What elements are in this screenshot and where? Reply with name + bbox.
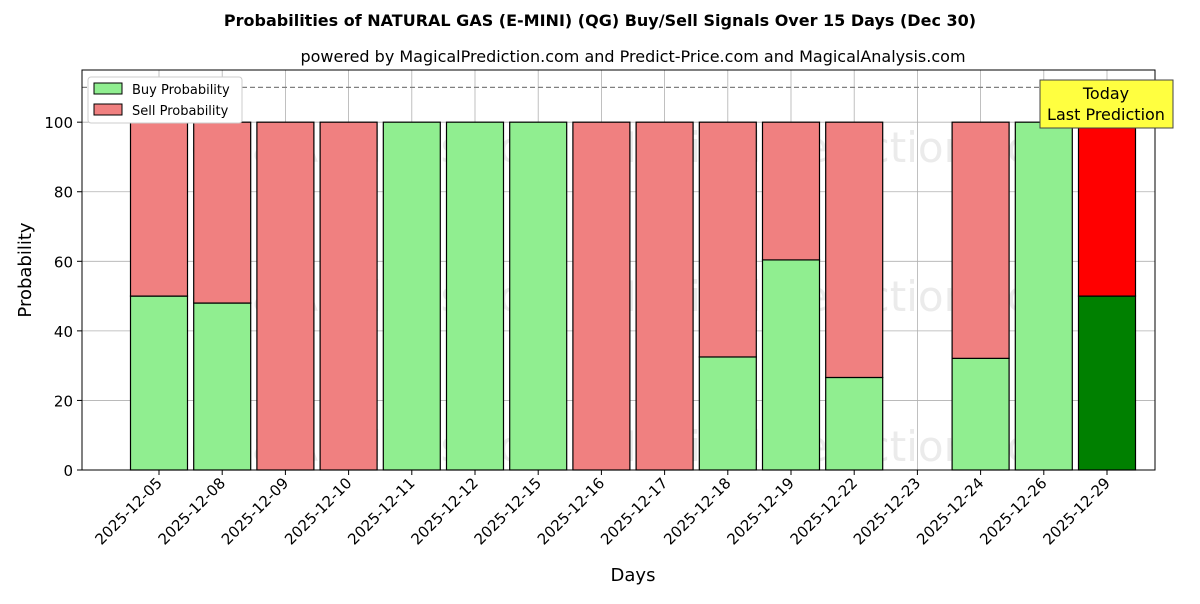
buy-bar xyxy=(761,259,821,471)
x-axis-label: Days xyxy=(611,565,656,586)
y-tick-label: 60 xyxy=(54,253,73,271)
sell-bar xyxy=(129,121,189,297)
sell-bar xyxy=(193,121,252,304)
x-tick-label: 2025-12-17 xyxy=(597,474,671,548)
x-tick-label: 2025-12-11 xyxy=(344,474,418,548)
chart-subtitle: powered by MagicalPrediction.com and Pre… xyxy=(300,47,965,66)
buy-bar xyxy=(129,295,189,471)
y-tick-label: 40 xyxy=(54,323,73,341)
sell-bar xyxy=(761,121,821,261)
y-tick-label: 0 xyxy=(63,462,73,480)
y-tick-label: 20 xyxy=(54,392,73,410)
sell-bar xyxy=(256,121,315,471)
x-tick-label: 2025-12-23 xyxy=(850,474,924,548)
buy-bar xyxy=(509,121,568,471)
buy-bar xyxy=(1077,295,1137,471)
sell-bar xyxy=(1077,121,1137,297)
sell-bar xyxy=(698,121,757,358)
sell-bar xyxy=(825,121,884,379)
y-tick-label: 80 xyxy=(54,184,73,202)
x-tick-label: 2025-12-24 xyxy=(913,474,987,548)
x-tick-label: 2025-12-10 xyxy=(281,474,355,548)
legend-swatch-sell xyxy=(93,103,123,116)
x-tick-label: 2025-12-08 xyxy=(155,474,229,548)
x-tick-label: 2025-12-26 xyxy=(976,474,1050,548)
x-tick-label: 2025-12-19 xyxy=(723,474,797,548)
legend-label-buy: Buy Probability xyxy=(132,83,230,98)
x-tick-label: 2025-12-12 xyxy=(407,474,481,548)
sell-bar xyxy=(319,121,378,471)
legend: Buy Probability Sell Probability xyxy=(87,76,243,124)
x-tick-label: 2025-12-22 xyxy=(787,474,861,548)
y-tick-label: 100 xyxy=(44,114,73,132)
annotation-line-1: Today xyxy=(1082,84,1129,103)
today-annotation: Today Last Prediction xyxy=(1039,79,1174,129)
sell-bar xyxy=(635,121,694,471)
chart-title: Probabilities of NATURAL GAS (E-MINI) (Q… xyxy=(224,11,976,30)
x-tick-label: 2025-12-16 xyxy=(534,474,608,548)
buy-bar xyxy=(382,121,441,471)
x-tick-label: 2025-12-18 xyxy=(660,474,734,548)
buy-bar xyxy=(951,357,1010,471)
buy-bar xyxy=(193,302,252,471)
sell-bar xyxy=(572,121,631,471)
plot-frame xyxy=(81,69,1156,471)
x-tick-label: 2025-12-09 xyxy=(218,474,292,548)
x-tick-label: 2025-12-15 xyxy=(471,474,545,548)
buy-bar xyxy=(445,121,505,471)
x-tick-label: 2025-12-05 xyxy=(91,474,165,548)
legend-label-sell: Sell Probability xyxy=(132,104,229,119)
y-axis-label: Probability xyxy=(15,222,36,317)
buy-bar xyxy=(825,376,884,471)
buy-bar xyxy=(1014,121,1073,471)
x-tick-label: 2025-12-29 xyxy=(1039,474,1113,548)
sell-bar xyxy=(951,121,1010,359)
legend-swatch-buy xyxy=(93,82,123,95)
annotation-line-2: Last Prediction xyxy=(1047,105,1165,124)
buy-bar xyxy=(698,356,757,471)
